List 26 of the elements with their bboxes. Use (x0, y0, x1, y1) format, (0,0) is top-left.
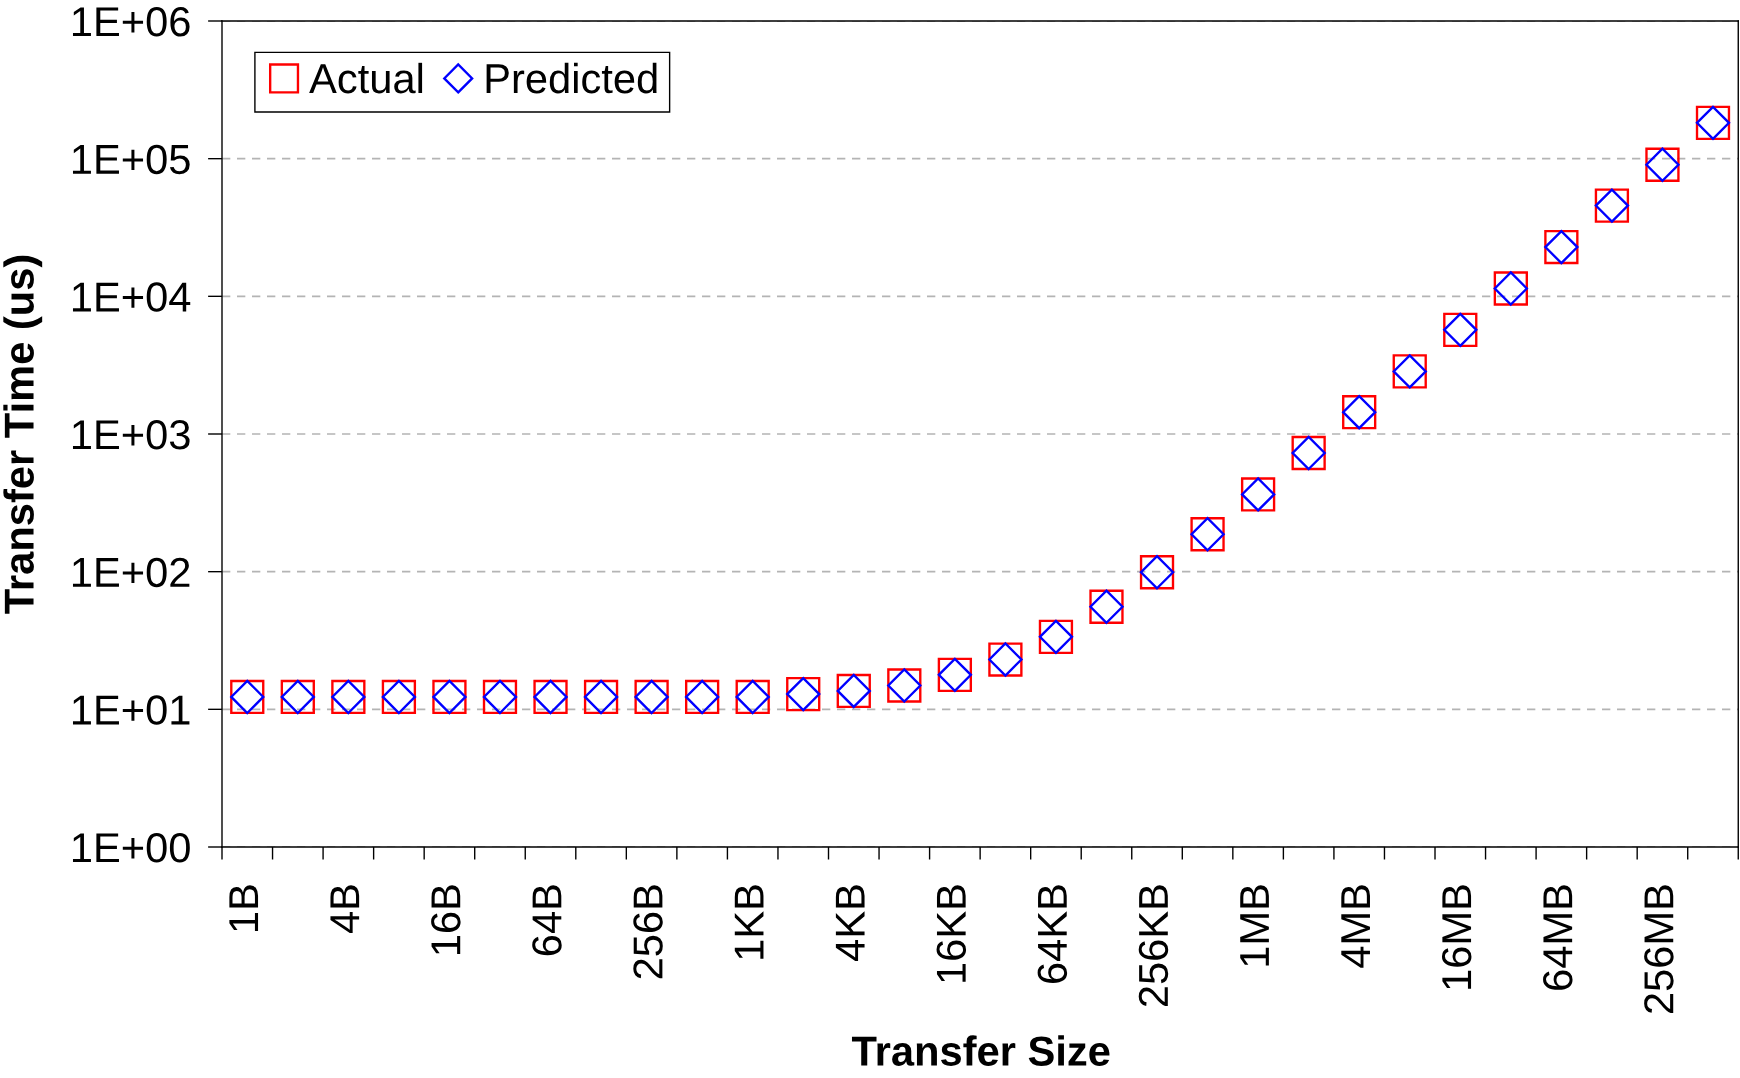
y-axis-title: Transfer Time (us) (3, 255, 43, 614)
y-tick-label: 1E+03 (72, 420, 190, 450)
x-tick-label: 16B (431, 885, 461, 955)
x-axis-title: Transfer Size (851, 1035, 1110, 1066)
y-tick-label: 1E+02 (72, 557, 190, 588)
x-tick-label: 4MB (1341, 885, 1370, 968)
y-tick-label: 1E+04 (72, 282, 191, 312)
x-tick-label: 256B (633, 885, 663, 979)
x-tick-label: 1KB (734, 885, 764, 959)
x-tick-label: 4KB (835, 885, 865, 961)
x-tick-label: 1MB (1240, 885, 1269, 966)
x-tick-label: 16KB (936, 885, 967, 982)
legend-label: Predicted (486, 62, 657, 94)
y-tick-label: 1E+05 (72, 144, 190, 175)
x-tick-label: 64KB (1037, 885, 1068, 983)
x-tick-label: 256KB (1138, 885, 1169, 1007)
legend-label: Actual (309, 62, 423, 94)
y-tick-label: 1E+01 (72, 695, 190, 725)
y-tick-label: 1E+00 (72, 833, 190, 863)
x-tick-label: 256MB (1644, 885, 1674, 1014)
x-tick-label: 4B (330, 885, 360, 934)
x-tick-label: 1B (229, 885, 259, 931)
x-tick-label: 64B (532, 885, 562, 956)
y-tick-label: 1E+06 (72, 7, 190, 37)
x-tick-label: 16MB (1441, 885, 1472, 989)
x-tick-label: 64MB (1543, 885, 1573, 990)
